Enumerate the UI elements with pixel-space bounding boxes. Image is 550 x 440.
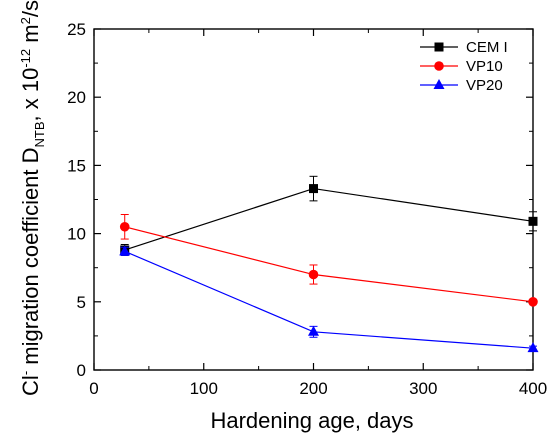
legend-label-cem-i: CEM I bbox=[466, 39, 508, 56]
x-axis-title: Hardening age, days bbox=[210, 408, 413, 433]
y-axis-title-exponent: -12 bbox=[18, 49, 33, 68]
y-axis-title-tail: /s bbox=[18, 0, 43, 17]
x-tick-label: 400 bbox=[519, 379, 547, 398]
x-tick-label: 300 bbox=[409, 379, 437, 398]
data-point-cem-i bbox=[309, 184, 318, 194]
legend-marker-vp10 bbox=[434, 61, 444, 71]
data-point-vp10 bbox=[119, 221, 130, 232]
y-tick-label: 10 bbox=[67, 225, 86, 244]
y-axis-title-prefix: Cl bbox=[18, 375, 43, 396]
data-point-vp20 bbox=[308, 325, 319, 336]
data-point-vp10 bbox=[308, 269, 319, 280]
y-tick-label: 25 bbox=[67, 20, 86, 39]
x-tick-label: 200 bbox=[299, 379, 327, 398]
y-tick-label: 20 bbox=[67, 88, 86, 107]
y-axis-title-superscript-1: - bbox=[18, 371, 33, 375]
y-axis-title-unit: , x 10 bbox=[18, 68, 43, 122]
x-tick-label: 100 bbox=[190, 379, 218, 398]
data-point-vp20 bbox=[527, 342, 539, 353]
y-tick-label: 5 bbox=[77, 293, 86, 312]
data-point-vp20 bbox=[119, 245, 131, 256]
y-axis-title: Cl- migration coefficient DNTB, x 10-12 … bbox=[18, 0, 47, 396]
series-line-vp20 bbox=[124, 250, 534, 349]
y-axis-title-superscript-2: 2 bbox=[18, 17, 33, 24]
legend-label-vp10: VP10 bbox=[466, 58, 503, 75]
data-point-cem-i bbox=[528, 216, 538, 226]
legend-marker-vp20 bbox=[433, 79, 445, 89]
y-axis-title-main: migration coefficient D bbox=[18, 147, 43, 370]
series-line-cem-i bbox=[124, 187, 534, 251]
y-tick-label: 15 bbox=[67, 156, 86, 175]
legend: CEM I VP10 VP20 bbox=[420, 39, 508, 94]
data-point-vp10 bbox=[528, 297, 538, 307]
y-tick-label: 0 bbox=[77, 361, 86, 380]
y-axis-title-unit-2: m bbox=[18, 24, 43, 48]
legend-marker-cem-i bbox=[434, 42, 444, 52]
y-axis-title-subscript: NTB bbox=[32, 121, 47, 147]
plot-area: 0 100 200 300 400 0 5 10 15 20 25 bbox=[67, 20, 547, 398]
series-line-vp10 bbox=[124, 226, 534, 303]
x-tick-label: 0 bbox=[89, 379, 98, 398]
legend-label-vp20: VP20 bbox=[466, 77, 503, 94]
